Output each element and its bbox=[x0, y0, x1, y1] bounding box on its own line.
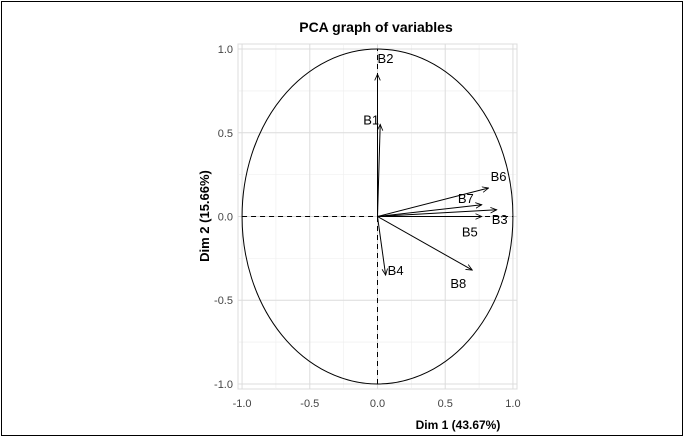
y-tick-label: 1.0 bbox=[218, 44, 233, 56]
x-tick-label: 0.0 bbox=[370, 398, 385, 410]
arrow-b8 bbox=[377, 216, 473, 271]
x-tick-label: -1.0 bbox=[233, 398, 252, 410]
y-axis-label: Dim 2 (15.66%) bbox=[197, 170, 212, 262]
variable-label-b4: B4 bbox=[388, 263, 404, 278]
plot-area: -1.0 -0.5 0.0 0.5 1.0 -1.0 -0.5 0.0 0.5 1.0 B1 B2 B3… bbox=[214, 43, 521, 410]
x-tick-label: 1.0 bbox=[505, 398, 520, 410]
variable-label-b2: B2 bbox=[378, 51, 394, 66]
arrow-b6 bbox=[377, 188, 489, 217]
y-tick-label: 0.5 bbox=[218, 128, 233, 140]
variable-label-b8: B8 bbox=[450, 276, 466, 291]
x-tick-label: 0.5 bbox=[438, 398, 453, 410]
variable-label-b6: B6 bbox=[491, 169, 507, 184]
x-tick-label: -0.5 bbox=[300, 398, 319, 410]
correlation-circle bbox=[241, 48, 514, 385]
variable-label-b5: B5 bbox=[462, 225, 478, 240]
arrow-b3 bbox=[377, 210, 497, 217]
variable-label-b3: B3 bbox=[492, 212, 508, 227]
arrow-b4 bbox=[377, 216, 386, 276]
arrow-b7 bbox=[377, 205, 482, 217]
variable-label-b1: B1 bbox=[363, 112, 379, 127]
x-axis-label: Dim 1 (43.67%) bbox=[416, 418, 501, 432]
variable-label-b7: B7 bbox=[458, 191, 474, 206]
y-tick-label: -1.0 bbox=[214, 379, 233, 391]
chart-title: PCA graph of variables bbox=[299, 19, 453, 35]
y-tick-label: -0.5 bbox=[214, 295, 233, 307]
y-tick-label: 0.0 bbox=[218, 212, 233, 224]
